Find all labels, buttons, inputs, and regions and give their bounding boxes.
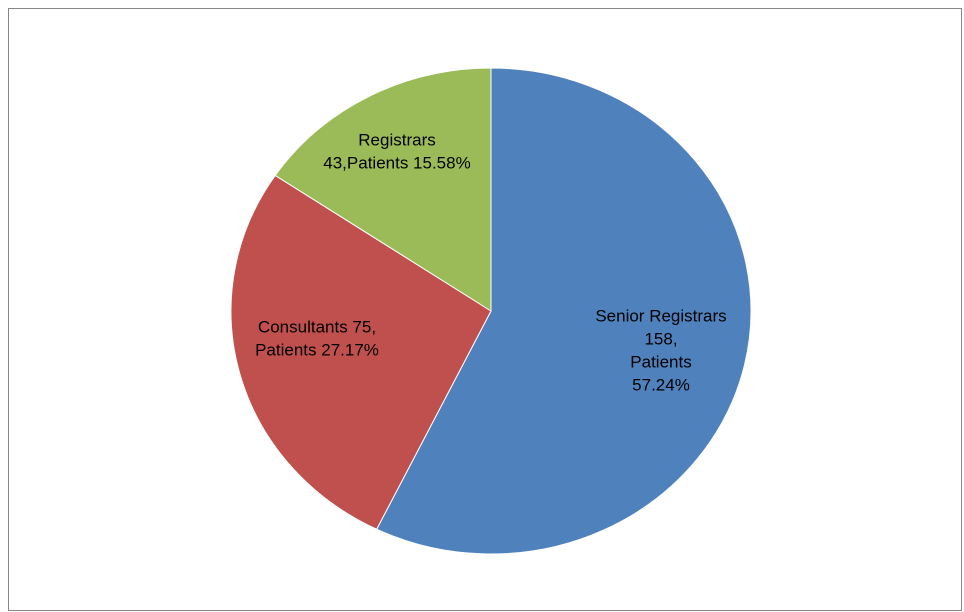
- data-label-senior-registrars: Senior Registrars 158, Patients 57.24%: [595, 307, 726, 395]
- data-label-line: 57.24%: [632, 376, 690, 395]
- data-label-line: Senior Registrars: [595, 307, 726, 326]
- data-label-line: Consultants 75,: [258, 318, 376, 337]
- pie-labels: Senior Registrars 158, Patients 57.24% Consu…: [255, 131, 727, 395]
- pie-slice-senior-registrars: [375, 67, 752, 555]
- pie-slice-consultants: [230, 174, 492, 530]
- data-label-registrars: Registrars 43,Patients 15.58%: [323, 131, 470, 173]
- data-label-line: Registrars: [358, 131, 435, 150]
- data-label-line: Patients: [630, 353, 691, 372]
- pie-slices: [230, 67, 752, 555]
- data-label-line: 158,: [644, 330, 677, 349]
- pie-slice-registrars: [274, 67, 492, 312]
- data-label-line: 43,Patients 15.58%: [323, 154, 470, 173]
- data-label-consultants: Consultants 75, Patients 27.17%: [255, 318, 379, 360]
- data-label-line: Patients 27.17%: [255, 341, 379, 360]
